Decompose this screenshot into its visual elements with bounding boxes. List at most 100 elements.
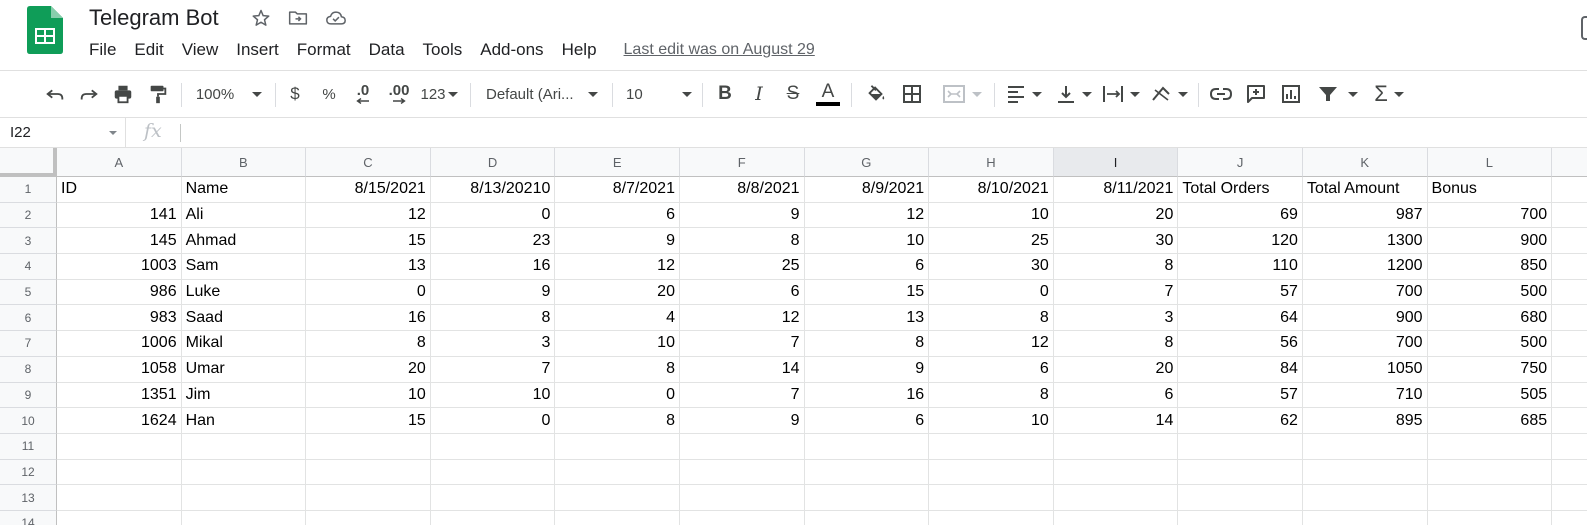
cell-c1[interactable]: 8/15/2021 xyxy=(306,177,431,203)
google-sheets-logo-icon[interactable] xyxy=(27,6,63,54)
cell-h1[interactable]: 8/10/2021 xyxy=(929,177,1054,203)
column-header-overflow[interactable] xyxy=(1552,148,1587,177)
cell-k11[interactable] xyxy=(1302,433,1428,460)
cell-h12[interactable] xyxy=(929,459,1054,486)
cell-f4[interactable]: 25 xyxy=(679,254,805,280)
column-header-g[interactable]: G xyxy=(804,148,930,177)
cell-f11[interactable] xyxy=(679,433,805,460)
cell-k1[interactable]: Total Amount xyxy=(1302,177,1428,203)
cell-f9[interactable]: 7 xyxy=(679,382,805,409)
merge-cells-icon[interactable] xyxy=(936,71,988,117)
cell-j4[interactable]: 110 xyxy=(1178,254,1303,280)
insert-comment-icon[interactable] xyxy=(1241,71,1271,117)
cell-g6[interactable]: 13 xyxy=(804,305,930,332)
cell-e2[interactable]: 6 xyxy=(555,202,680,229)
cell-l5[interactable]: 500 xyxy=(1427,279,1553,306)
cell-e4[interactable]: 12 xyxy=(555,254,680,280)
row-header[interactable]: 12 xyxy=(0,459,57,486)
cell-i10[interactable]: 14 xyxy=(1053,408,1179,434)
row-header[interactable]: 14 xyxy=(0,510,57,525)
cell-overflow[interactable] xyxy=(1552,254,1587,280)
cell-e7[interactable]: 10 xyxy=(555,331,680,357)
cell-h7[interactable]: 12 xyxy=(929,331,1054,357)
italic-button[interactable]: I xyxy=(755,83,763,105)
cell-b11[interactable] xyxy=(181,433,307,460)
cell-a1[interactable]: ID xyxy=(57,177,182,203)
fill-color-icon[interactable] xyxy=(862,71,890,117)
cell-b3[interactable]: Ahmad xyxy=(181,228,307,255)
cell-b10[interactable]: Han xyxy=(181,408,307,434)
cell-g3[interactable]: 10 xyxy=(804,228,930,255)
cell-i12[interactable] xyxy=(1053,459,1179,486)
document-title[interactable]: Telegram Bot xyxy=(89,5,219,30)
star-icon[interactable] xyxy=(249,6,273,30)
move-to-folder-icon[interactable] xyxy=(286,6,310,30)
undo-icon[interactable] xyxy=(40,71,70,117)
menu-file[interactable]: File xyxy=(89,40,117,59)
cell-b2[interactable]: Ali xyxy=(181,202,307,229)
column-header-d[interactable]: D xyxy=(430,148,556,177)
cell-l2[interactable]: 700 xyxy=(1427,202,1553,229)
cell-f8[interactable]: 14 xyxy=(679,356,805,383)
cell-g9[interactable]: 16 xyxy=(804,382,930,409)
cell-a2[interactable]: 141 xyxy=(57,202,182,229)
cell-c8[interactable]: 20 xyxy=(306,356,431,383)
cell-j5[interactable]: 57 xyxy=(1178,279,1303,306)
cell-a8[interactable]: 1058 xyxy=(57,356,182,383)
row-header[interactable]: 13 xyxy=(0,485,57,511)
cell-l11[interactable] xyxy=(1427,433,1553,460)
row-header[interactable]: 5 xyxy=(0,279,57,306)
cell-b12[interactable] xyxy=(181,459,307,486)
cell-overflow[interactable] xyxy=(1552,460,1587,486)
menu-help[interactable]: Help xyxy=(561,40,597,59)
cell-d9[interactable]: 10 xyxy=(430,382,556,409)
cell-overflow[interactable] xyxy=(1552,280,1587,306)
cell-j9[interactable]: 57 xyxy=(1178,382,1303,409)
row-header[interactable]: 10 xyxy=(0,408,57,434)
select-all-corner[interactable] xyxy=(0,148,57,177)
cell-b7[interactable]: Mikal xyxy=(181,331,307,357)
cell-c4[interactable]: 13 xyxy=(306,254,431,280)
cell-g12[interactable] xyxy=(804,459,930,486)
formula-input[interactable] xyxy=(190,118,1587,147)
cell-j13[interactable] xyxy=(1178,485,1303,511)
decrease-decimal-button[interactable]: .0 xyxy=(350,71,376,117)
font-size-select[interactable]: 10 xyxy=(626,71,692,117)
cell-j7[interactable]: 56 xyxy=(1178,331,1303,357)
cell-overflow[interactable] xyxy=(1552,511,1587,525)
cell-e10[interactable]: 8 xyxy=(555,408,680,434)
cell-g11[interactable] xyxy=(804,433,930,460)
cell-a9[interactable]: 1351 xyxy=(57,382,182,409)
vertical-align-icon[interactable] xyxy=(1053,71,1095,117)
insert-chart-icon[interactable] xyxy=(1276,71,1306,117)
cell-a5[interactable]: 986 xyxy=(57,279,182,306)
row-header[interactable]: 9 xyxy=(0,382,57,409)
cell-d8[interactable]: 7 xyxy=(430,356,556,383)
cell-l4[interactable]: 850 xyxy=(1427,254,1553,280)
cell-k4[interactable]: 1200 xyxy=(1302,254,1428,280)
cell-overflow[interactable] xyxy=(1552,331,1587,357)
cell-a3[interactable]: 145 xyxy=(57,228,182,255)
cell-e5[interactable]: 20 xyxy=(555,279,680,306)
cell-b9[interactable]: Jim xyxy=(181,382,307,409)
cell-k7[interactable]: 700 xyxy=(1302,331,1428,357)
cell-d6[interactable]: 8 xyxy=(430,305,556,332)
cell-l13[interactable] xyxy=(1427,485,1553,511)
zoom-select[interactable]: 100% xyxy=(190,71,268,117)
cell-g13[interactable] xyxy=(804,485,930,511)
cell-d13[interactable] xyxy=(430,485,556,511)
column-header-k[interactable]: K xyxy=(1302,148,1428,177)
cell-g7[interactable]: 8 xyxy=(804,331,930,357)
cell-k13[interactable] xyxy=(1302,485,1428,511)
last-edit-link[interactable]: Last edit was on August 29 xyxy=(623,41,815,58)
row-header[interactable]: 1 xyxy=(0,177,57,203)
text-wrapping-icon[interactable] xyxy=(1100,71,1142,117)
cell-f3[interactable]: 8 xyxy=(679,228,805,255)
cell-g4[interactable]: 6 xyxy=(804,254,930,280)
column-header-l[interactable]: L xyxy=(1427,148,1553,177)
column-header-b[interactable]: B xyxy=(181,148,307,177)
cell-j3[interactable]: 120 xyxy=(1178,228,1303,255)
cell-f14[interactable] xyxy=(680,510,805,525)
filter-icon[interactable] xyxy=(1314,71,1362,117)
cell-d4[interactable]: 16 xyxy=(430,254,556,280)
